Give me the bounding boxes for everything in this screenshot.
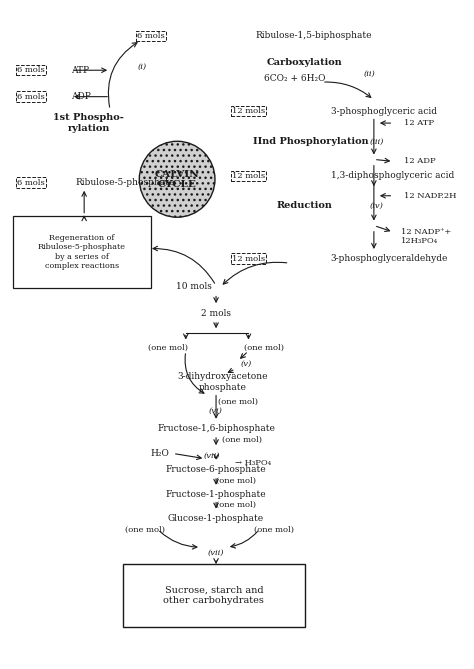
Text: (one mol): (one mol) — [216, 501, 255, 509]
Text: Sucrose, starch and
other carbohydrates: Sucrose, starch and other carbohydrates — [164, 586, 264, 605]
Text: 12 ADP: 12 ADP — [404, 157, 436, 165]
Text: CALVIN
CYCLE: CALVIN CYCLE — [155, 169, 200, 189]
Text: 3-phosphoglyceraldehyde: 3-phosphoglyceraldehyde — [331, 254, 448, 263]
Text: ATP: ATP — [71, 66, 89, 75]
Text: ADP: ADP — [71, 92, 91, 101]
Text: H₂O: H₂O — [150, 449, 169, 458]
Text: 12 mols: 12 mols — [232, 254, 265, 262]
Ellipse shape — [139, 141, 215, 217]
Text: Ribulose-1,5-biphosphate: Ribulose-1,5-biphosphate — [255, 31, 372, 40]
Text: 6 mols: 6 mols — [17, 93, 45, 100]
Text: 10 mols: 10 mols — [176, 282, 212, 292]
FancyBboxPatch shape — [13, 215, 151, 288]
FancyBboxPatch shape — [123, 564, 305, 626]
Text: 12 NADP.2H: 12 NADP.2H — [404, 192, 456, 200]
Text: Carboxylation: Carboxylation — [267, 58, 343, 67]
Text: 6 mols: 6 mols — [17, 179, 45, 187]
Text: (one mol): (one mol) — [222, 436, 262, 444]
Text: (one mol): (one mol) — [216, 477, 255, 485]
Text: 2 mols: 2 mols — [201, 309, 231, 318]
Text: 1,3-diphosphoglyceric acid: 1,3-diphosphoglyceric acid — [331, 171, 454, 181]
Text: (one mol): (one mol) — [218, 398, 258, 406]
Text: (vi): (vi) — [208, 407, 222, 415]
Text: (iv): (iv) — [370, 201, 384, 209]
Text: (i): (i) — [138, 63, 147, 71]
Text: Glucose-1-phosphate: Glucose-1-phosphate — [168, 514, 264, 522]
Text: Fructose-1,6-biphosphate: Fructose-1,6-biphosphate — [157, 424, 275, 433]
Text: → H₃PO₄: → H₃PO₄ — [235, 460, 271, 468]
Text: (v): (v) — [241, 360, 252, 368]
Text: 12 mols: 12 mols — [232, 107, 265, 115]
Text: (vii): (vii) — [203, 452, 220, 460]
Text: Reduction: Reduction — [277, 201, 333, 210]
Text: (one mol): (one mol) — [148, 344, 189, 352]
Text: (one mol): (one mol) — [125, 525, 164, 533]
Text: Fructose-1-phosphate: Fructose-1-phosphate — [166, 490, 266, 499]
Text: (one mol): (one mol) — [244, 344, 283, 352]
Text: (ii): (ii) — [364, 70, 375, 78]
Text: (vii): (vii) — [208, 549, 224, 557]
Text: IInd Phosphorylation: IInd Phosphorylation — [254, 137, 369, 146]
Text: 12 mols: 12 mols — [232, 172, 265, 180]
Text: Fructose-6-phosphate: Fructose-6-phosphate — [166, 466, 266, 474]
Text: 12 ATP: 12 ATP — [404, 119, 434, 127]
Text: (one mol): (one mol) — [255, 525, 294, 533]
Text: 6 mols: 6 mols — [137, 32, 165, 40]
Text: 6 mols: 6 mols — [17, 66, 45, 74]
Text: Regeneration of
Ribulose-5-phosphate
by a series of
complex reactions: Regeneration of Ribulose-5-phosphate by … — [38, 234, 126, 270]
Text: 12 NADP⁺+
12H₃PO₄: 12 NADP⁺+ 12H₃PO₄ — [401, 228, 451, 246]
Text: 6CO₂ + 6H₂O: 6CO₂ + 6H₂O — [264, 74, 326, 83]
Text: 1st Phospho-
rylation: 1st Phospho- rylation — [53, 113, 124, 132]
Text: 3-dihydroxyacetone
phosphate: 3-dihydroxyacetone phosphate — [177, 373, 268, 392]
Text: Ribulose-5-phosphate: Ribulose-5-phosphate — [75, 178, 175, 187]
Text: 3-phosphoglyceric acid: 3-phosphoglyceric acid — [331, 106, 437, 116]
Text: (iii): (iii) — [370, 138, 384, 146]
